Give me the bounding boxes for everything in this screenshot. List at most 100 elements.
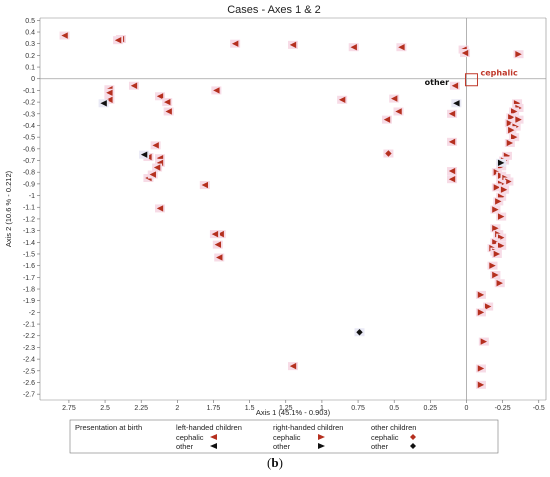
- y-tick-label: -1.2: [23, 216, 35, 223]
- point-right-cephalic: [515, 116, 522, 123]
- point-left-cephalic: [448, 176, 456, 183]
- point-right-cephalic: [510, 133, 518, 141]
- legend: Presentation at birth left-handed childr…: [69, 419, 499, 454]
- point-right-cephalic: [493, 250, 501, 258]
- x-tick-label: 1.5: [245, 405, 255, 412]
- point-left-cephalic: [350, 44, 357, 51]
- point-left-cephalic: [391, 95, 398, 102]
- legend-title: Presentation at birth: [75, 423, 142, 432]
- y-tick-label: -2.5: [23, 368, 35, 375]
- y-tick-label: 0.5: [25, 18, 35, 25]
- legend-left-other-label: other: [176, 442, 194, 451]
- y-tick-label: -0.8: [23, 170, 35, 177]
- point-left-cephalic: [61, 32, 68, 39]
- point-left-cephalic: [213, 87, 220, 94]
- point-right-cephalic: [484, 303, 492, 310]
- x-tick-label: -0.25: [495, 405, 511, 412]
- point-other-other: [356, 329, 363, 336]
- category-annotations: cephalic other: [425, 69, 518, 87]
- point-right-cephalic: [492, 239, 499, 246]
- point-left-cephalic: [106, 89, 113, 96]
- y-tick-label: -0.2: [23, 100, 35, 107]
- point-left-cephalic: [114, 36, 122, 44]
- point-left-cephalic: [451, 82, 459, 89]
- point-left-cephalic: [152, 142, 159, 149]
- point-left-cephalic: [165, 108, 172, 115]
- legend-left-cephalic-label: cephalic: [176, 433, 204, 442]
- point-left-other: [453, 100, 460, 107]
- y-tick-label: -2.6: [23, 380, 35, 387]
- x-tick-label: 1.25: [279, 405, 293, 412]
- point-left-cephalic: [289, 41, 297, 49]
- point-left-cephalic: [398, 44, 405, 51]
- legend-right-other-label: other: [273, 442, 291, 451]
- point-left-cephalic: [289, 362, 297, 370]
- legend-other-cephalic-label: cephalic: [371, 433, 399, 442]
- y-tick-label: -2: [29, 310, 35, 317]
- x-tick-label: 2.5: [100, 405, 110, 412]
- x-tick-label: 2.75: [62, 405, 76, 412]
- point-right-cephalic: [508, 126, 515, 134]
- point-right-cephalic: [492, 206, 499, 213]
- point-left-cephalic: [395, 108, 402, 115]
- legend-group-other: other children: [371, 423, 416, 432]
- cephalic-marker-box: [464, 73, 478, 87]
- plot-area: [39, 17, 547, 401]
- x-tick-label: 0.75: [351, 405, 365, 412]
- legend-other-other-label: other: [371, 442, 389, 451]
- point-left-cephalic: [461, 49, 469, 57]
- y-tick-label: -2.4: [23, 357, 35, 364]
- y-tick-label: 0.2: [25, 53, 35, 60]
- y-tick-label: -0.1: [23, 88, 35, 95]
- point-left-cephalic: [448, 138, 456, 146]
- x-tick-label: -0.5: [533, 405, 545, 412]
- point-right-cephalic: [477, 365, 485, 372]
- chart-title: Cases - Axes 1 & 2: [227, 4, 321, 16]
- x-tick-label: 1: [320, 405, 324, 412]
- y-tick-label: -1: [29, 193, 35, 200]
- point-left-cephalic: [201, 181, 209, 189]
- annotation-cephalic: cephalic: [480, 69, 517, 78]
- point-left-cephalic: [448, 110, 456, 117]
- point-left-cephalic: [130, 82, 138, 89]
- y-tick-label: -1.9: [23, 298, 35, 305]
- y-tick-label: -2.1: [23, 322, 35, 329]
- point-left-cephalic: [383, 116, 391, 123]
- legend-other-cephalic-marker: [410, 434, 416, 440]
- point-left-cephalic: [149, 171, 156, 178]
- point-right-cephalic: [496, 279, 503, 287]
- y-tick-label: -2.2: [23, 333, 35, 340]
- x-tick-label: 2.25: [134, 405, 148, 412]
- y-tick-label: -0.9: [23, 181, 35, 188]
- y-tick-label: -1.5: [23, 251, 35, 258]
- legend-group-left: left-handed children: [176, 423, 242, 432]
- point-right-cephalic: [508, 114, 515, 121]
- legend-left-other-marker: [210, 443, 217, 449]
- point-right-cephalic: [500, 186, 508, 193]
- y-tick-label: -2.3: [23, 345, 35, 352]
- point-left-cephalic: [211, 230, 219, 238]
- point-left-cephalic: [156, 205, 164, 212]
- legend-group-right: right-handed children: [273, 423, 343, 432]
- point-right-cephalic: [515, 51, 522, 58]
- legend-right-cephalic-marker: [318, 434, 325, 440]
- y-tick-label: -2.7: [23, 392, 35, 399]
- y-tick-label: 0: [31, 76, 35, 83]
- point-left-other: [100, 100, 107, 107]
- y-tick-label: -0.6: [23, 146, 35, 153]
- y-axis-ticks: 0.5 0.4 0.3 0.2 0.1 0 -0.1 -0.2 -0.3 -0.4 -0.5 -0.6…: [23, 18, 40, 399]
- x-axis-ticks: 2.75 2.5 2.25 2 1.75 1.5 1.25 1 0.75 0.5 0.25 0 -0.2…: [62, 400, 545, 412]
- y-tick-label: 0.3: [25, 41, 35, 48]
- point-right-cephalic: [493, 184, 501, 191]
- y-tick-label: -0.4: [23, 123, 35, 130]
- point-left-cephalic: [153, 164, 161, 171]
- point-left-cephalic: [217, 230, 224, 238]
- figure-caption: (b): [267, 455, 283, 470]
- y-axis-label: Axis 2 (10.6 % - 0.212): [4, 170, 13, 247]
- point-right-cephalic: [505, 178, 512, 185]
- x-tick-label: 0: [465, 405, 469, 412]
- point-other-cephalic: [385, 150, 392, 157]
- data-points: [59, 31, 524, 389]
- y-tick-label: -0.5: [23, 135, 35, 142]
- point-left-cephalic: [216, 254, 223, 261]
